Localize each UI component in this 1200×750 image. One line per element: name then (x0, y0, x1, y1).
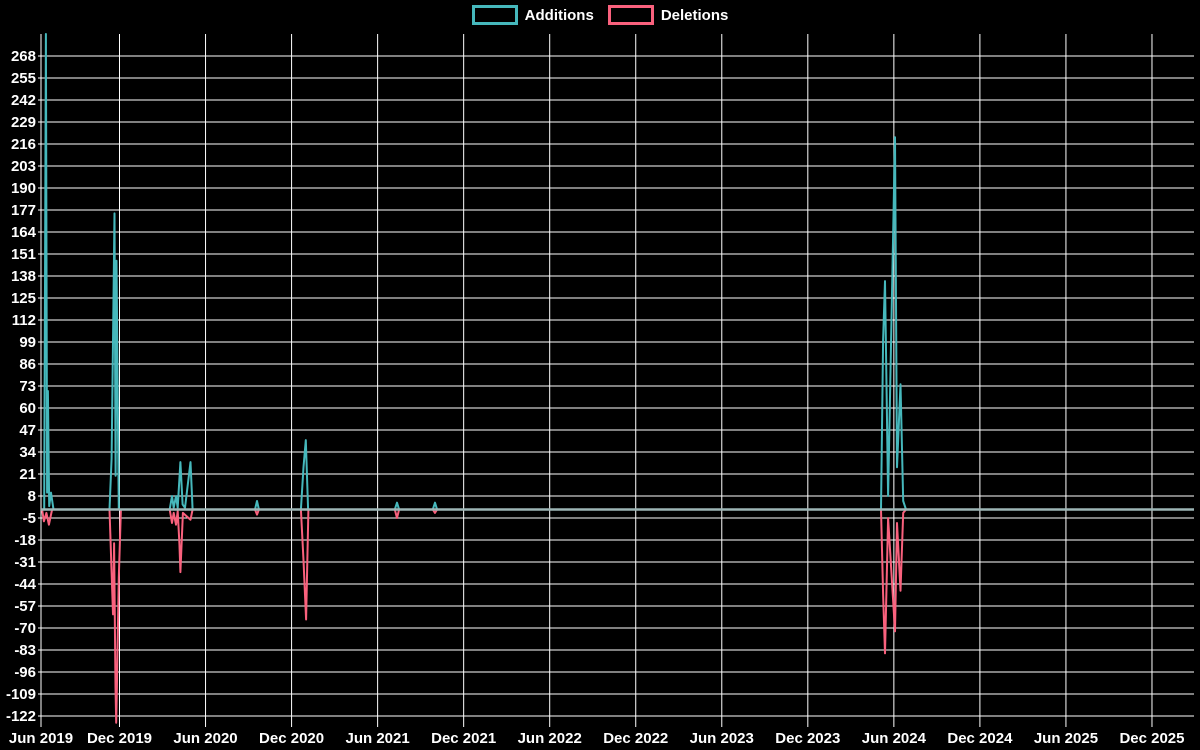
y-tick-label: -96 (14, 664, 36, 681)
deletions-line (41, 508, 1194, 724)
x-tick-label: Jun 2023 (690, 730, 754, 747)
legend-label-additions: Additions (524, 6, 594, 24)
x-tick-label: Dec 2020 (259, 730, 324, 747)
y-tick-label: 112 (12, 312, 36, 329)
y-tick-label: 8 (28, 488, 36, 505)
x-tick-label: Dec 2019 (87, 730, 152, 747)
y-tick-label: 164 (11, 224, 37, 241)
y-tick-label: -122 (6, 708, 36, 725)
x-tick-label: Jun 2020 (173, 730, 237, 747)
y-tick-label: 21 (19, 466, 36, 483)
y-tick-label: 177 (11, 202, 36, 219)
y-tick-label: 242 (11, 92, 36, 109)
y-tick-label: 125 (11, 290, 36, 307)
y-tick-label: -31 (14, 554, 36, 571)
y-tick-label: 73 (19, 378, 36, 395)
x-tick-label: Jun 2024 (862, 730, 927, 747)
x-tick-label: Dec 2024 (947, 730, 1013, 747)
x-tick-label: Dec 2023 (775, 730, 840, 747)
y-tick-label: -57 (14, 598, 36, 615)
legend-label-deletions: Deletions (660, 6, 729, 24)
y-tick-label: -44 (14, 576, 36, 593)
x-tick-label: Dec 2022 (603, 730, 668, 747)
y-tick-label: 86 (19, 356, 36, 373)
y-tick-label: -70 (14, 620, 36, 637)
y-tick-label: 216 (11, 136, 36, 153)
y-tick-label: 255 (11, 70, 36, 87)
legend-item-deletions[interactable]: Deletions (607, 5, 729, 25)
x-tick-label: Jun 2019 (9, 730, 73, 747)
y-tick-label: 229 (11, 114, 36, 131)
legend: Additions Deletions (0, 5, 1200, 25)
x-tick-label: Jun 2025 (1034, 730, 1098, 747)
x-tick-label: Jun 2022 (518, 730, 582, 747)
y-tick-label: -109 (6, 686, 36, 703)
y-tick-label: -5 (23, 510, 36, 527)
x-tick-label: Jun 2021 (346, 730, 410, 747)
y-tick-label: 47 (19, 422, 36, 439)
additions-line (41, 33, 1194, 511)
x-tick-label: Dec 2025 (1119, 730, 1184, 747)
y-tick-label: 60 (19, 400, 36, 417)
y-tick-label: 99 (19, 334, 36, 351)
deletions-swatch-icon (607, 5, 654, 25)
y-tick-label: 190 (11, 180, 36, 197)
y-tick-label: 268 (11, 48, 36, 65)
additions-swatch-icon (471, 5, 518, 25)
x-tick-label: Dec 2021 (431, 730, 496, 747)
legend-item-additions[interactable]: Additions (471, 5, 594, 25)
y-tick-label: 138 (11, 268, 36, 285)
y-tick-label: 34 (19, 444, 36, 461)
y-tick-label: -83 (14, 642, 36, 659)
y-tick-label: 151 (11, 246, 36, 263)
y-tick-label: 203 (11, 158, 36, 175)
y-tick-label: -18 (14, 532, 36, 549)
